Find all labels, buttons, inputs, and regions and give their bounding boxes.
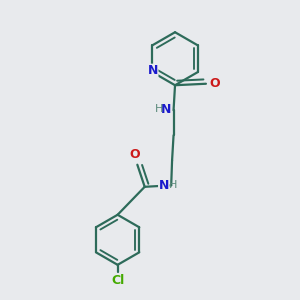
Text: O: O [209, 77, 220, 90]
Text: H: H [169, 180, 177, 190]
Text: N: N [159, 179, 169, 192]
Text: N: N [161, 103, 171, 116]
Text: Cl: Cl [111, 274, 124, 287]
Text: O: O [129, 148, 140, 161]
Text: N: N [148, 64, 158, 77]
Text: H: H [154, 104, 163, 114]
